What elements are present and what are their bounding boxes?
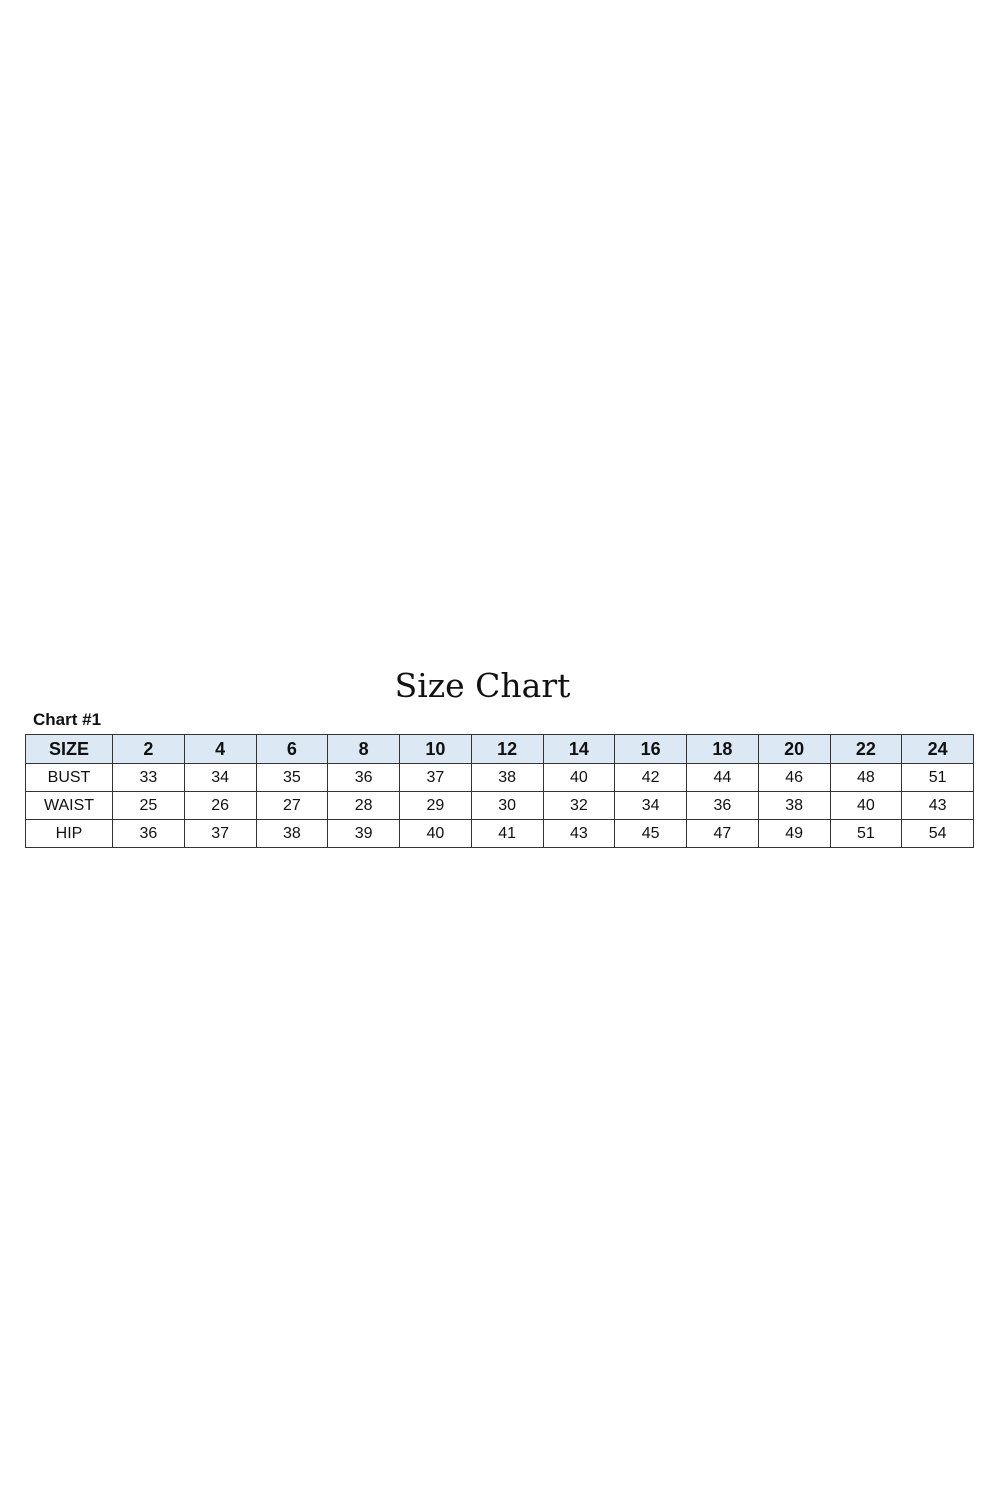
table-cell: 38: [255, 819, 329, 848]
page-title: Size Chart: [394, 666, 571, 705]
table-cell: 46: [757, 763, 831, 792]
table-cell: 40: [542, 763, 616, 792]
table-cell: 39: [327, 819, 400, 848]
header-cell: 2: [112, 734, 185, 764]
header-cell: 4: [183, 734, 257, 764]
table-cell: 34: [183, 763, 257, 792]
table-cell: 30: [470, 791, 544, 820]
table-cell: 37: [183, 819, 257, 848]
table-cell: 43: [901, 791, 974, 820]
header-cell: 6: [255, 734, 329, 764]
table-cell: 36: [112, 819, 185, 848]
header-cell: 14: [542, 734, 616, 764]
table-row-bust: BUST 33 34 35 36 37 38 40 42 44 46 48 51: [25, 763, 974, 792]
table-cell: 45: [614, 819, 687, 848]
table-cell: 35: [255, 763, 329, 792]
row-label: WAIST: [25, 791, 113, 820]
header-cell: 24: [901, 734, 974, 764]
table-cell: 27: [255, 791, 329, 820]
header-cell: 10: [399, 734, 472, 764]
size-chart-table: SIZE 2 4 6 8 10 12 14 16 18 20 22 24 BUST 33 34 35 36 37 3…: [25, 734, 974, 848]
table-cell: 43: [542, 819, 616, 848]
table-cell: 28: [327, 791, 400, 820]
table-cell: 33: [112, 763, 185, 792]
header-cell: 12: [470, 734, 544, 764]
chart-subtitle: Chart #1: [33, 710, 102, 729]
table-row-waist: WAIST 25 26 27 28 29 30 32 34 36 38 40 43: [25, 791, 974, 820]
table-cell: 40: [829, 791, 903, 820]
table-cell: 38: [470, 763, 544, 792]
row-label: HIP: [25, 819, 113, 848]
table-cell: 51: [901, 763, 974, 792]
header-cell: 18: [686, 734, 759, 764]
table-cell: 47: [686, 819, 759, 848]
table-cell: 25: [112, 791, 185, 820]
table-cell: 41: [470, 819, 544, 848]
header-cell: 8: [327, 734, 400, 764]
table-cell: 42: [614, 763, 687, 792]
table-cell: 36: [686, 791, 759, 820]
table-cell: 40: [399, 819, 472, 848]
table-cell: 36: [327, 763, 400, 792]
table-cell: 29: [399, 791, 472, 820]
header-cell: 22: [829, 734, 903, 764]
row-label: BUST: [25, 763, 113, 792]
table-cell: 51: [829, 819, 903, 848]
header-cell: 16: [614, 734, 687, 764]
header-cell: 20: [757, 734, 831, 764]
table-cell: 34: [614, 791, 687, 820]
table-row-hip: HIP 36 37 38 39 40 41 43 45 47 49 51 54: [25, 819, 974, 848]
header-row: SIZE 2 4 6 8 10 12 14 16 18 20 22 24: [25, 734, 974, 764]
table-cell: 49: [757, 819, 831, 848]
table-cell: 54: [901, 819, 974, 848]
table-cell: 26: [183, 791, 257, 820]
table-cell: 48: [829, 763, 903, 792]
table-cell: 32: [542, 791, 616, 820]
table-cell: 44: [686, 763, 759, 792]
table-cell: 37: [399, 763, 472, 792]
header-cell-size: SIZE: [25, 734, 113, 764]
table-cell: 38: [757, 791, 831, 820]
